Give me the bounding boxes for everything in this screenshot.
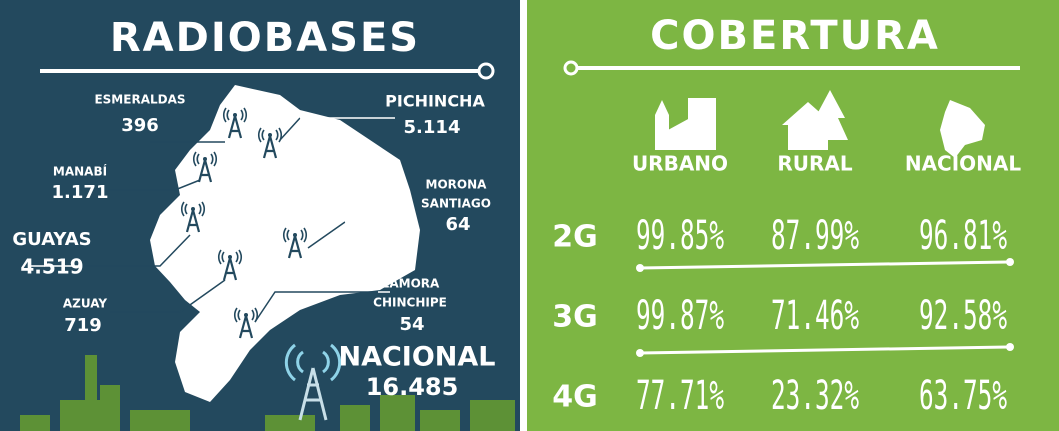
province-value: 64 [445,214,470,235]
urban-icon [655,98,716,150]
row-divider-dots [636,258,1014,357]
leader-lines-outer [30,117,400,293]
rural-icon [782,90,848,150]
province-value: 719 [64,315,102,336]
cobertura-title: COBERTURA [650,13,940,59]
radiobases-title: RADIOBASES [110,15,420,61]
national-label: NACIONAL [338,342,495,373]
province-name: GUAYAS [12,229,91,250]
coverage-value: 99.85% [636,213,724,259]
province-name: CHINCHIPE [373,296,447,310]
ecuador-icon [940,100,985,158]
coverage-value: 99.87% [636,293,724,339]
coverage-value: 63.75% [919,373,1007,419]
coverage-value: 87.99% [771,213,859,259]
coverage-table: 2G 99.85% 87.99% 96.81% 3G 99.87% 71.46% 92.58%… [552,213,1007,419]
skyline [20,355,515,431]
column-header: RURAL [777,152,853,176]
row-label: 4G [552,380,598,415]
column-header: NACIONAL [905,152,1022,176]
ecuador-map [150,85,420,402]
coverage-value: 92.58% [919,293,1007,339]
coverage-value: 77.71% [636,373,724,419]
cobertura-panel [527,0,1059,431]
province-value: 396 [121,115,159,136]
province-name: AZUAY [63,297,108,311]
province-name: ZAMORA [381,277,440,291]
divider-end [477,62,495,80]
divider-end [563,60,579,76]
row-label: 3G [552,300,598,335]
province-name: SANTIAGO [421,197,491,211]
column-header: URBANO [632,152,728,176]
coverage-value: 71.46% [771,293,859,339]
coverage-value: 96.81% [919,213,1007,259]
province-value: 54 [399,314,424,335]
national-value: 16.485 [366,373,459,401]
province-value: 4.519 [20,255,83,279]
province-name: PICHINCHA [385,92,485,111]
province-name: MANABÍ [53,164,108,179]
national-antenna-icon [284,343,342,421]
leader-lines [80,117,378,323]
province-name: MORONA [426,178,488,192]
row-label: 2G [552,220,598,255]
coverage-value: 23.32% [771,373,859,419]
province-value: 1.171 [52,182,109,203]
province-name: ESMERALDAS [94,93,185,107]
row-dividers [639,260,1009,355]
province-value: 5.114 [404,117,461,138]
